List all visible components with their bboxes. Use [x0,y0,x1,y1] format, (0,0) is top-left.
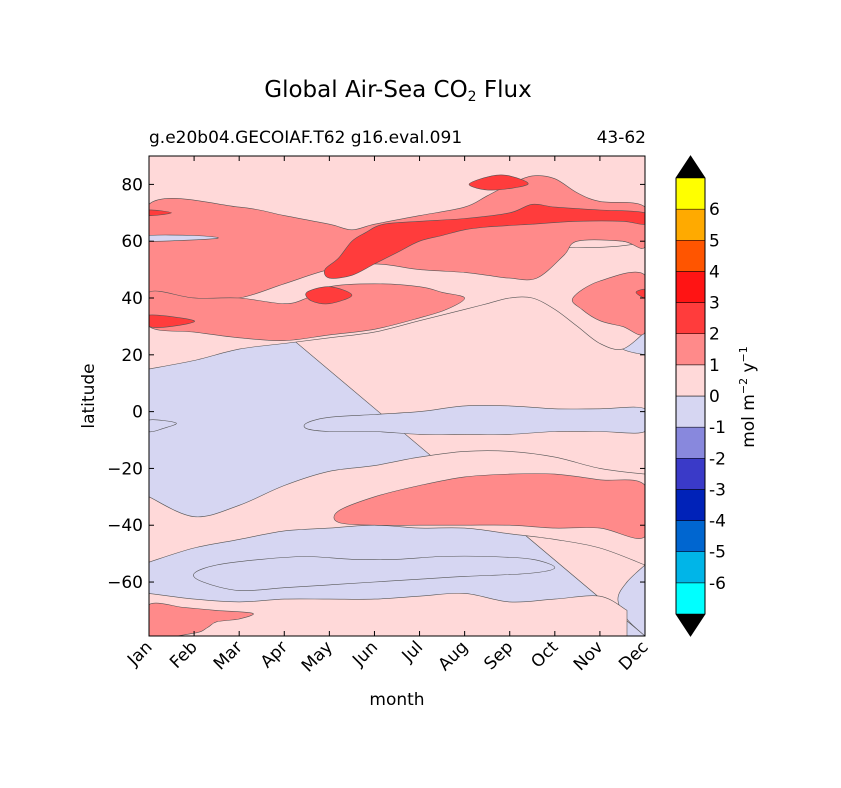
colorbar-tick-label-8: 2 [709,325,720,345]
colorbar-tick-label-10: 4 [709,262,720,282]
colorbar-tick-label-12: 6 [709,200,720,220]
chart-subtitle-years: 43-62 [596,128,646,148]
x-tick-label-8: Sep [480,637,517,674]
colorbar-swatch-13 [675,177,706,210]
x-tick-label-6: Jul [398,637,427,666]
y-axis-label: latitude [79,363,99,428]
contour-region-17 [149,234,219,242]
x-tick-label-10: Nov [570,637,608,675]
colorbar-tick-label-0: -6 [709,574,726,594]
x-tick-label-1: Feb [166,637,201,672]
x-tick-label-3: Apr [257,637,292,672]
contour-region-12 [149,314,195,328]
colorbar-swatch-9 [675,302,706,334]
contour-region-4 [149,283,465,341]
chart-title: Global Air-Sea CO2 Flux [0,77,796,105]
contour-region-9 [324,203,645,279]
x-tick-label-5: Jun [348,637,382,671]
contour-region-10 [468,174,529,191]
colorbar-label-unit: mol m [739,394,759,448]
contour-region-15 [303,405,645,435]
chart-subtitle-run: g.e20b04.GECOIAF.T62 g16.eval.091 [149,128,463,148]
colorbar-swatch-0 [675,582,706,615]
contour-region-13 [635,288,645,299]
x-tick-label-4: May [298,637,337,676]
y-tick-label-6: −40 [107,516,143,536]
chart-title-subscript: 2 [467,89,477,105]
colorbar-swatch-8 [675,333,706,366]
colorbar-swatch-12 [675,208,706,241]
colorbar-swatch-5 [675,426,706,459]
colorbar-tick-label-3: -3 [709,480,726,500]
y-tick-label-4: 0 [132,403,143,423]
contour-region-8 [149,209,172,216]
contour-region-7 [149,602,254,636]
contour-region-14 [149,419,177,433]
colorbar-swatch-3 [675,489,706,521]
colorbar-label-exp2: −1 [737,346,750,362]
y-tick-label-1: 60 [121,232,143,252]
colorbar-tick-label-6: 0 [709,387,720,407]
y-tick-label-3: 20 [121,346,143,366]
colorbar-tick-label-9: 3 [709,294,720,314]
colorbar-extend-bottom [676,614,705,636]
y-tick-label-5: −20 [107,459,143,479]
colorbar-swatch-6 [675,395,706,428]
colorbar-extend-top [676,156,705,178]
chart-title-suffix: Flux [483,77,532,103]
x-tick-label-2: Mar [210,637,247,674]
contour-region-11 [305,286,353,305]
colorbar-tick-label-1: -5 [709,543,726,563]
contour-region-16 [193,555,556,592]
y-tick-label-0: 80 [121,175,143,195]
colorbar-tick-label-11: 5 [709,231,720,251]
contour-region-5 [571,271,645,336]
colorbar-swatch-7 [675,364,706,397]
colorbar-tick-label-2: -4 [709,512,726,532]
plot-frame [148,155,646,637]
colorbar-swatch-2 [675,520,706,552]
colorbar-label: mol m−2 y−1 [737,346,759,448]
x-tick-label-9: Oct [527,637,562,672]
contour-band-3 [149,592,628,636]
contour-region-6 [333,473,645,539]
x-tick-label-7: Aug [435,637,473,675]
x-tick-label-11: Dec [615,637,652,674]
contour-layer [149,156,645,636]
colorbar-tick-label-4: -2 [709,449,726,469]
chart-title-main: Global Air-Sea CO [264,77,468,103]
colorbar-outline [675,155,706,637]
colorbar-tick-label-5: -1 [709,418,726,438]
x-tick-label-0: Jan [123,637,156,670]
colorbar-tick-label-7: 1 [709,356,720,376]
colorbar-swatch-1 [675,551,706,584]
y-tick-label-2: 40 [121,289,143,309]
colorbar-label-unit2: y [739,362,759,377]
colorbar-swatch-11 [675,240,706,272]
colorbar-label-exp1: −2 [737,378,750,394]
x-axis-label: month [369,690,424,710]
colorbar-swatch-10 [675,271,706,303]
y-tick-label-7: −60 [107,573,143,593]
colorbar-swatch-4 [675,458,706,490]
